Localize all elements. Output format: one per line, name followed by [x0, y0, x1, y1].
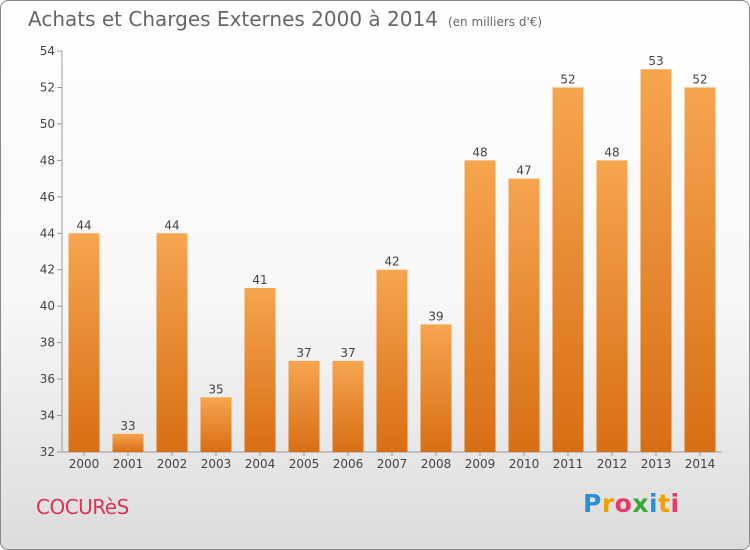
bar-2014: [684, 87, 716, 453]
bar-2004: [244, 287, 276, 452]
logo-letter: t: [658, 489, 671, 518]
bar-value-label: 41: [252, 273, 267, 287]
x-tick-label: 2010: [509, 457, 540, 471]
bar-value-label: 52: [560, 72, 575, 86]
bar-2009: [464, 160, 496, 452]
x-tick-label: 2006: [333, 457, 364, 471]
y-tick-label: 34: [40, 409, 55, 423]
proxiti-logo: Proxiti: [583, 489, 680, 518]
bar-2005: [288, 360, 320, 452]
chart-title-main: Achats et Charges Externes 2000 à 2014: [28, 7, 438, 31]
logo-letter: i: [670, 489, 680, 518]
bar-value-label: 37: [296, 346, 311, 360]
x-tick-label: 2008: [421, 457, 452, 471]
y-tick-label: 42: [40, 263, 55, 277]
x-tick-label: 2007: [377, 457, 408, 471]
bar-2006: [332, 360, 364, 452]
x-tick-label: 2001: [113, 457, 144, 471]
bar-value-label: 33: [120, 419, 135, 433]
bar-value-label: 35: [208, 382, 223, 396]
bar-value-label: 44: [164, 218, 179, 232]
x-tick-label: 2004: [245, 457, 276, 471]
bar-2000: [68, 233, 100, 452]
y-tick-label: 50: [40, 117, 55, 131]
logo-letter: x: [632, 489, 649, 518]
x-tick-label: 2012: [597, 457, 628, 471]
y-tick-label: 40: [40, 299, 55, 313]
bar-value-label: 47: [516, 164, 531, 178]
y-tick-label: 44: [40, 226, 55, 240]
chart-subtitle: (en milliers d'€): [447, 15, 543, 29]
y-tick-label: 38: [40, 336, 55, 350]
bar-2012: [596, 160, 628, 452]
y-tick-label: 52: [40, 80, 55, 94]
bar-value-label: 39: [428, 309, 443, 323]
bar-value-label: 48: [604, 145, 619, 159]
y-tick-label: 48: [40, 153, 55, 167]
logo-letter: o: [614, 489, 633, 518]
bar-value-label: 42: [384, 255, 399, 269]
bar-value-label: 44: [76, 218, 91, 232]
x-tick-label: 2013: [641, 457, 672, 471]
logo-letter: P: [583, 489, 602, 518]
bar-2007: [376, 269, 408, 452]
bar-value-label: 37: [340, 346, 355, 360]
bar-value-label: 48: [472, 145, 487, 159]
bar-2011: [552, 87, 584, 453]
commune-name: COCURèS: [36, 495, 129, 519]
logo-letter: i: [649, 489, 659, 518]
logo-letter: r: [601, 489, 615, 518]
y-tick-label: 32: [40, 445, 55, 459]
y-tick-label: 46: [40, 190, 55, 204]
bar-value-label: 53: [648, 54, 663, 68]
y-tick-label: 36: [40, 372, 55, 386]
x-tick-label: 2003: [201, 457, 232, 471]
x-tick-label: 2002: [157, 457, 188, 471]
x-tick-label: 2011: [553, 457, 584, 471]
x-tick-label: 2000: [69, 457, 100, 471]
chart-title: Achats et Charges Externes 2000 à 2014 (e…: [28, 7, 542, 31]
x-tick-label: 2005: [289, 457, 320, 471]
bar-value-label: 52: [692, 72, 707, 86]
x-tick-label: 2009: [465, 457, 496, 471]
bar-2002: [156, 233, 188, 452]
bar-2001: [112, 433, 144, 452]
x-tick-label: 2014: [685, 457, 716, 471]
y-tick-label: 54: [40, 44, 55, 58]
bar-2008: [420, 324, 452, 452]
bar-2003: [200, 397, 232, 452]
bar-2010: [508, 178, 540, 452]
bar-2013: [640, 69, 672, 453]
